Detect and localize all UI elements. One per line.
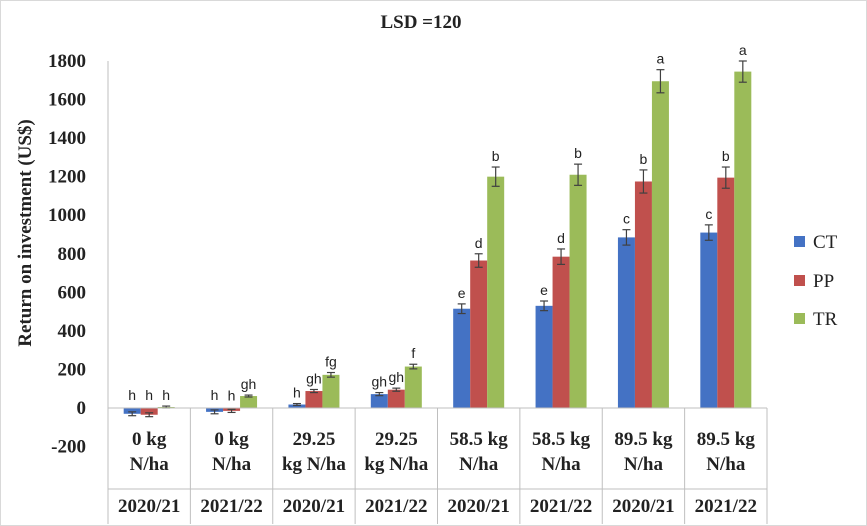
x-year-label: 2021/22 <box>530 496 592 517</box>
y-tick-label: 1200 <box>48 167 86 188</box>
x-category-label-line1: 58.5 kg <box>532 429 591 450</box>
bar-tr <box>569 174 587 408</box>
x-year-label: 2020/21 <box>118 496 180 517</box>
x-year-label: 2021/22 <box>695 496 757 517</box>
bar-tr <box>734 71 752 408</box>
significance-letter: h <box>293 385 301 401</box>
bar-pp <box>305 391 323 408</box>
x-category-label-line2: N/ha <box>459 454 499 475</box>
significance-letter: h <box>145 387 153 403</box>
significance-letter: h <box>211 387 219 403</box>
significance-letter: gh <box>306 370 322 386</box>
significance-letter: f <box>411 345 415 361</box>
bar-pp <box>552 256 570 408</box>
x-year-label: 2021/22 <box>200 496 262 517</box>
x-category-label-line1: 89.5 kg <box>697 429 756 450</box>
x-category-label-line1: 58.5 kg <box>450 429 509 450</box>
legend-label: CT <box>813 232 838 253</box>
legend-swatch-pp <box>794 275 805 286</box>
y-tick-label: 1600 <box>48 90 86 111</box>
bar-tr <box>322 374 340 408</box>
x-category-label-line2: N/ha <box>130 454 170 475</box>
x-category-label-line1: 89.5 kg <box>614 429 673 450</box>
bar-ct <box>453 308 471 408</box>
x-axis-table: 0 kg N/ha 2020/21 0 kg N/ha 2021/22 29.25 kg N/… <box>107 407 768 524</box>
x-category-label-line1: 0 kg <box>132 429 167 450</box>
significance-letter: b <box>722 148 730 164</box>
significance-letter: d <box>557 230 565 246</box>
legend-label: TR <box>813 309 838 330</box>
significance-letter: d <box>475 235 483 251</box>
significance-letter: e <box>540 282 548 298</box>
x-year-label: 2020/21 <box>283 496 345 517</box>
y-tick-label: -200 <box>51 437 86 458</box>
legend-swatch-tr <box>794 313 805 324</box>
x-category-label-line2: N/ha <box>706 454 746 475</box>
x-category-label-line1: 0 kg <box>214 429 249 450</box>
significance-letter: b <box>640 151 648 167</box>
significance-letter: a <box>657 51 665 67</box>
significance-letter: c <box>623 211 630 227</box>
y-tick-label: 200 <box>58 359 87 380</box>
x-year-label: 2021/22 <box>365 496 427 517</box>
x-category-label-line1: 29.25 <box>293 429 336 450</box>
legend-label: PP <box>813 271 834 292</box>
y-tick-label: 600 <box>58 282 87 303</box>
y-axis: -200 0 200 400 600 800 1000 1200 1400 1600 1800 <box>48 51 109 458</box>
legend: CT PP TR <box>794 232 838 330</box>
significance-letter: gh <box>389 369 405 385</box>
x-category-label-line2: N/ha <box>624 454 664 475</box>
x-category-label-line2: kg N/ha <box>282 454 346 475</box>
x-year-label: 2020/21 <box>448 496 510 517</box>
bar-ct <box>288 404 306 408</box>
significance-letter: e <box>458 285 466 301</box>
bar-pp <box>717 177 735 408</box>
bar-pp <box>634 181 652 408</box>
y-tick-label: 1400 <box>48 128 86 149</box>
bar-ct <box>700 232 718 408</box>
bar-ct <box>123 408 141 414</box>
bar-tr <box>240 396 258 408</box>
x-category-label-line1: 29.25 <box>375 429 418 450</box>
significance-letter: b <box>492 148 500 164</box>
chart-title: LSD =120 <box>380 12 461 33</box>
x-category-label-line2: kg N/ha <box>364 454 428 475</box>
significance-letter: gh <box>372 374 388 390</box>
bar-tr <box>404 366 422 408</box>
y-axis-label: Return on investment (US$) <box>15 119 36 346</box>
y-tick-label: 800 <box>58 244 87 265</box>
bar-tr <box>651 81 669 408</box>
x-category-label-line2: N/ha <box>542 454 582 475</box>
bar-ct <box>535 305 553 408</box>
x-year-label: 2020/21 <box>612 496 674 517</box>
significance-letter: a <box>739 42 747 58</box>
bar-pp <box>470 260 488 408</box>
significance-letter: fg <box>325 354 337 370</box>
y-tick-label: 400 <box>58 321 87 342</box>
significance-letter: gh <box>241 376 257 392</box>
significance-letter: h <box>128 387 136 403</box>
significance-letter: b <box>574 145 582 161</box>
bar-tr <box>487 176 505 408</box>
significance-letter: h <box>228 387 236 403</box>
y-tick-label: 1000 <box>48 205 86 226</box>
bar-ct <box>617 237 635 408</box>
legend-swatch-ct <box>794 236 805 247</box>
y-tick-label: 1800 <box>48 51 86 72</box>
bar-pp <box>387 389 405 408</box>
x-category-label-line2: N/ha <box>212 454 252 475</box>
bar-pp <box>140 408 158 415</box>
y-tick-label: 0 <box>77 398 87 419</box>
significance-letter: h <box>162 387 170 403</box>
bar-ct <box>370 394 388 408</box>
significance-letter: c <box>705 206 712 222</box>
